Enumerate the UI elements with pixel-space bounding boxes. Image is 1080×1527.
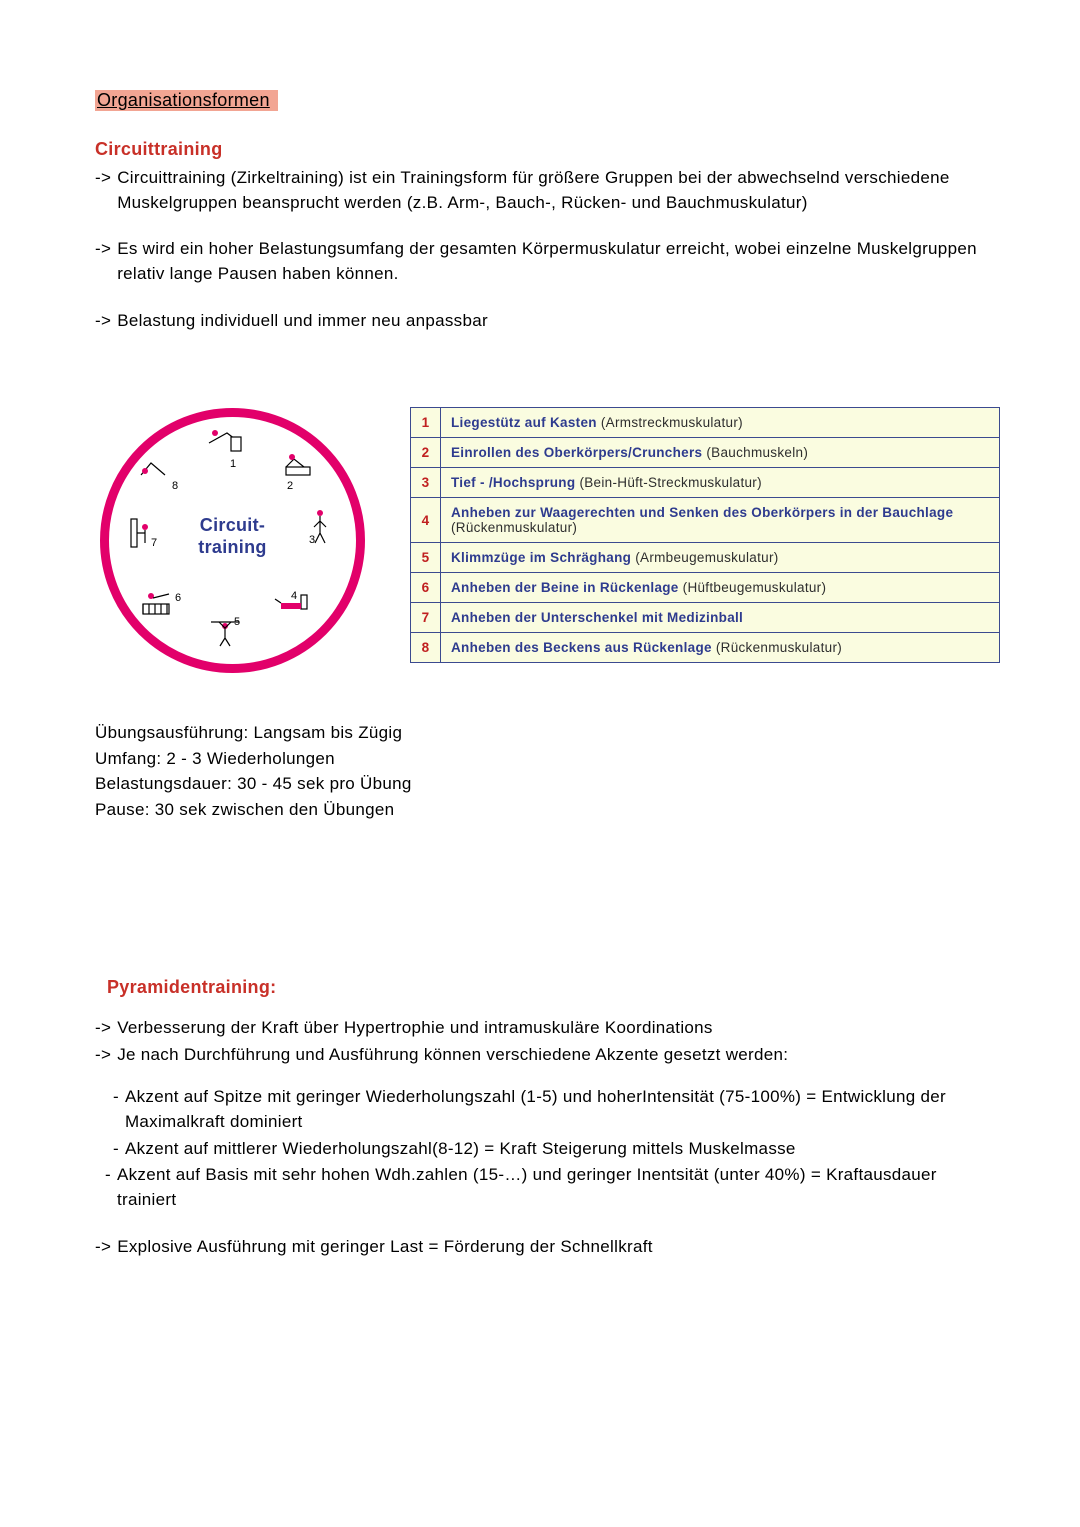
svg-text:2: 2 <box>287 480 293 492</box>
param-line: Übungsausführung: Langsam bis Zügig <box>95 720 1000 746</box>
table-row: 7Anheben der Unterschenkel mit Medizinba… <box>411 603 1000 633</box>
circuit-heading: Circuittraining <box>95 139 1000 160</box>
bullet-text: Explosive Ausführung mit geringer Last =… <box>117 1235 1000 1260</box>
exercise-cell: Tief - /Hochsprung (Bein-Hüft-Streckmusk… <box>441 468 1000 498</box>
exercise-cell: Anheben zur Waagerechten und Senken des … <box>441 498 1000 543</box>
bullet-marker: -> <box>95 1235 117 1260</box>
pyramid-final: -> Explosive Ausführung mit geringer Las… <box>95 1235 1000 1260</box>
exercise-cell: Anheben der Beine in Rückenlage (Hüftbeu… <box>441 573 1000 603</box>
param-line: Pause: 30 sek zwischen den Übungen <box>95 797 1000 823</box>
table-row: 1Liegestütz auf Kasten (Armstreckmuskula… <box>411 408 1000 438</box>
exercise-cell: Anheben des Beckens aus Rückenlage (Rück… <box>441 633 1000 663</box>
bullet-text: Verbesserung der Kraft über Hypertrophie… <box>117 1016 1000 1041</box>
params-block: Übungsausführung: Langsam bis Zügig Umfa… <box>95 720 1000 822</box>
sub-bullet-3: - Akzent auf Basis mit sehr hohen Wdh.za… <box>95 1163 1000 1212</box>
exercise-num: 4 <box>411 498 441 543</box>
exercise-num: 7 <box>411 603 441 633</box>
param-line: Umfang: 2 - 3 Wiederholungen <box>95 746 1000 772</box>
exercise-cell: Klimmzüge im Schräghang (Armbeugemuskula… <box>441 543 1000 573</box>
sub-bullet-2: - Akzent auf mittlerer Wiederholungszahl… <box>95 1137 1000 1162</box>
exercise-cell: Anheben der Unterschenkel mit Medizinbal… <box>441 603 1000 633</box>
sub-bullet-marker: - <box>113 1085 125 1134</box>
exercise-cell: Liegestütz auf Kasten (Armstreckmuskulat… <box>441 408 1000 438</box>
exercise-num: 3 <box>411 468 441 498</box>
table-row: 4Anheben zur Waagerechten und Senken des… <box>411 498 1000 543</box>
pyramid-bullet-1: -> Verbesserung der Kraft über Hypertrop… <box>95 1016 1000 1041</box>
pyramid-heading: Pyramidentraining: <box>107 977 1000 998</box>
svg-text:1: 1 <box>230 458 236 470</box>
exercise-table: 1Liegestütz auf Kasten (Armstreckmuskula… <box>410 407 1000 663</box>
bullet-text: Circuittraining (Zirkeltraining) ist ein… <box>117 166 1000 215</box>
exercise-num: 6 <box>411 573 441 603</box>
table-row: 8Anheben des Beckens aus Rückenlage (Rüc… <box>411 633 1000 663</box>
sub-bullet-marker: - <box>105 1163 117 1212</box>
param-line: Belastungsdauer: 30 - 45 sek pro Übung <box>95 771 1000 797</box>
sub-bullet-1: - Akzent auf Spitze mit geringer Wiederh… <box>95 1085 1000 1134</box>
exercise-num: 1 <box>411 408 441 438</box>
exercise-num: 2 <box>411 438 441 468</box>
bullet-marker: -> <box>95 1043 117 1068</box>
svg-text:6: 6 <box>175 592 181 604</box>
diagram-label-1: Circuit- <box>200 515 265 535</box>
svg-text:8: 8 <box>172 480 178 492</box>
bullet-text: Je nach Durchführung und Ausführung könn… <box>117 1043 1000 1068</box>
sub-bullet-marker: - <box>113 1137 125 1162</box>
bullet-marker: -> <box>95 237 117 286</box>
exercise-num: 8 <box>411 633 441 663</box>
circuit-diagram: Circuit- training 1 2 3 4 5 6 7 8 <box>95 403 370 678</box>
bullet-text: Es wird ein hoher Belastungsumfang der g… <box>117 237 1000 286</box>
diagram-table-row: Circuit- training 1 2 3 4 5 6 7 8 <box>95 403 1000 678</box>
table-row: 5Klimmzüge im Schräghang (Armbeugemuskul… <box>411 543 1000 573</box>
pyramid-bullet-2: -> Je nach Durchführung und Ausführung k… <box>95 1043 1000 1068</box>
diagram-label-2: training <box>198 537 266 557</box>
table-row: 3Tief - /Hochsprung (Bein-Hüft-Streckmus… <box>411 468 1000 498</box>
bullet-text: Belastung individuell und immer neu anpa… <box>117 309 1000 334</box>
exercise-num: 5 <box>411 543 441 573</box>
table-row: 6Anheben der Beine in Rückenlage (Hüftbe… <box>411 573 1000 603</box>
bullet-marker: -> <box>95 1016 117 1041</box>
bullet-marker: -> <box>95 166 117 215</box>
table-row: 2Einrollen des Oberkörpers/Crunchers (Ba… <box>411 438 1000 468</box>
circuit-bullet-3: -> Belastung individuell und immer neu a… <box>95 309 1000 334</box>
sub-bullet-text: Akzent auf mittlerer Wiederholungszahl(8… <box>125 1137 796 1162</box>
exercise-cell: Einrollen des Oberkörpers/Crunchers (Bau… <box>441 438 1000 468</box>
bullet-marker: -> <box>95 309 117 334</box>
sub-bullet-text: Akzent auf Basis mit sehr hohen Wdh.zahl… <box>117 1163 1000 1212</box>
svg-text:4: 4 <box>291 590 297 602</box>
page-title: Organisationsformen <box>95 90 278 111</box>
svg-text:3: 3 <box>309 534 315 546</box>
circuit-bullet-1: -> Circuittraining (Zirkeltraining) ist … <box>95 166 1000 215</box>
sub-bullet-text: Akzent auf Spitze mit geringer Wiederhol… <box>125 1085 1000 1134</box>
svg-text:7: 7 <box>151 537 157 549</box>
circuit-bullet-2: -> Es wird ein hoher Belastungsumfang de… <box>95 237 1000 286</box>
